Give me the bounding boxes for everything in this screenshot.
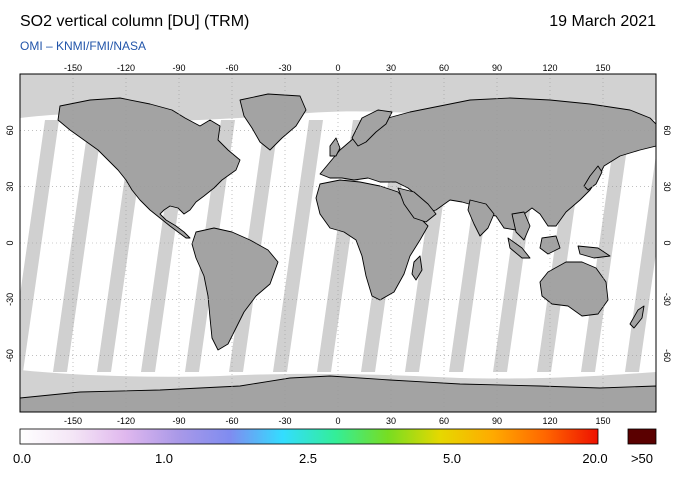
lon-ticks-bottom: -150 -120 -90 -60 -30 0 30 60 90 120 150: [64, 416, 611, 426]
australia: [539, 261, 609, 317]
lon-tick-label: 120: [542, 416, 557, 426]
colorbar-label: 2.5: [298, 451, 318, 466]
lon-tick-label: -60: [225, 416, 238, 426]
colorbar-label: 1.0: [154, 451, 174, 466]
lon-tick-label: 60: [439, 416, 449, 426]
lon-tick-label: 0: [335, 416, 340, 426]
graticule: [20, 74, 656, 412]
arabia: [397, 187, 437, 223]
lon-tick-label: -30: [278, 416, 291, 426]
lon-tick-label: -150: [64, 63, 82, 73]
lon-tick-label: -150: [64, 416, 82, 426]
indochina: [511, 211, 531, 241]
lon-tick-label: 150: [595, 63, 610, 73]
colorbar-overflow: [627, 428, 657, 445]
lat-ticks-right: 60 30 0 -30 -60: [662, 125, 672, 362]
lon-tick-label: -30: [278, 63, 291, 73]
lon-tick-label: -90: [172, 63, 185, 73]
lon-tick-label: 90: [492, 416, 502, 426]
lat-tick-label: 60: [5, 125, 15, 135]
colorbar-label: 5.0: [442, 451, 462, 466]
lat-tick-label: 30: [5, 182, 15, 192]
colorbar-label: 0.0: [12, 451, 32, 466]
lat-tick-label: -60: [662, 349, 672, 362]
lon-tick-label: 30: [386, 63, 396, 73]
lat-tick-label: -30: [5, 293, 15, 306]
lon-tick-label: -120: [117, 416, 135, 426]
madagascar: [411, 255, 423, 281]
orbit-gap-band: [273, 120, 323, 372]
lat-tick-label: -30: [662, 293, 672, 306]
lon-tick-label: 90: [492, 63, 502, 73]
north-america: [57, 97, 241, 239]
lon-tick-label: -90: [172, 416, 185, 426]
scandinavia: [351, 109, 393, 147]
colorbar-label: 20.0: [582, 451, 608, 466]
map-frame: [19, 73, 657, 413]
greenland: [239, 93, 307, 151]
india: [467, 199, 495, 237]
data-credit: OMI – KNMI/FMI/NASA: [20, 39, 147, 53]
lat-tick-label: 30: [662, 182, 672, 192]
lon-ticks-top: -150 -120 -90 -60 -30 0 30 60 90 120 150: [64, 63, 611, 73]
lon-tick-label: -60: [225, 63, 238, 73]
new-zealand: [629, 305, 645, 329]
orbit-gap-band: [53, 120, 103, 372]
lon-tick-label: -120: [117, 63, 135, 73]
british-isles: [329, 137, 341, 157]
lat-tick-label: -60: [5, 349, 15, 362]
lon-tick-label: 150: [595, 416, 610, 426]
map-date: 19 March 2021: [549, 13, 656, 30]
lat-tick-label: 0: [662, 240, 672, 245]
japan: [583, 165, 603, 191]
lon-tick-label: 0: [335, 63, 340, 73]
colorbar: [19, 428, 599, 445]
lon-tick-label: 60: [439, 63, 449, 73]
new-guinea: [577, 245, 611, 259]
lat-tick-label: 60: [662, 125, 672, 135]
borneo: [539, 235, 561, 255]
orbit-gap-band: [625, 155, 656, 372]
colorbar-label: >50: [630, 451, 654, 466]
lat-ticks-left: 60 30 0 -30 -60: [5, 125, 15, 362]
lon-tick-label: 30: [386, 416, 396, 426]
sumatra: [507, 237, 531, 259]
south-america: [191, 227, 279, 351]
orbit-gap-band: [20, 120, 59, 372]
lat-tick-label: 0: [5, 240, 15, 245]
africa: [315, 179, 429, 301]
lon-tick-label: 120: [542, 63, 557, 73]
map-title: SO2 vertical column [DU] (TRM): [20, 13, 250, 30]
